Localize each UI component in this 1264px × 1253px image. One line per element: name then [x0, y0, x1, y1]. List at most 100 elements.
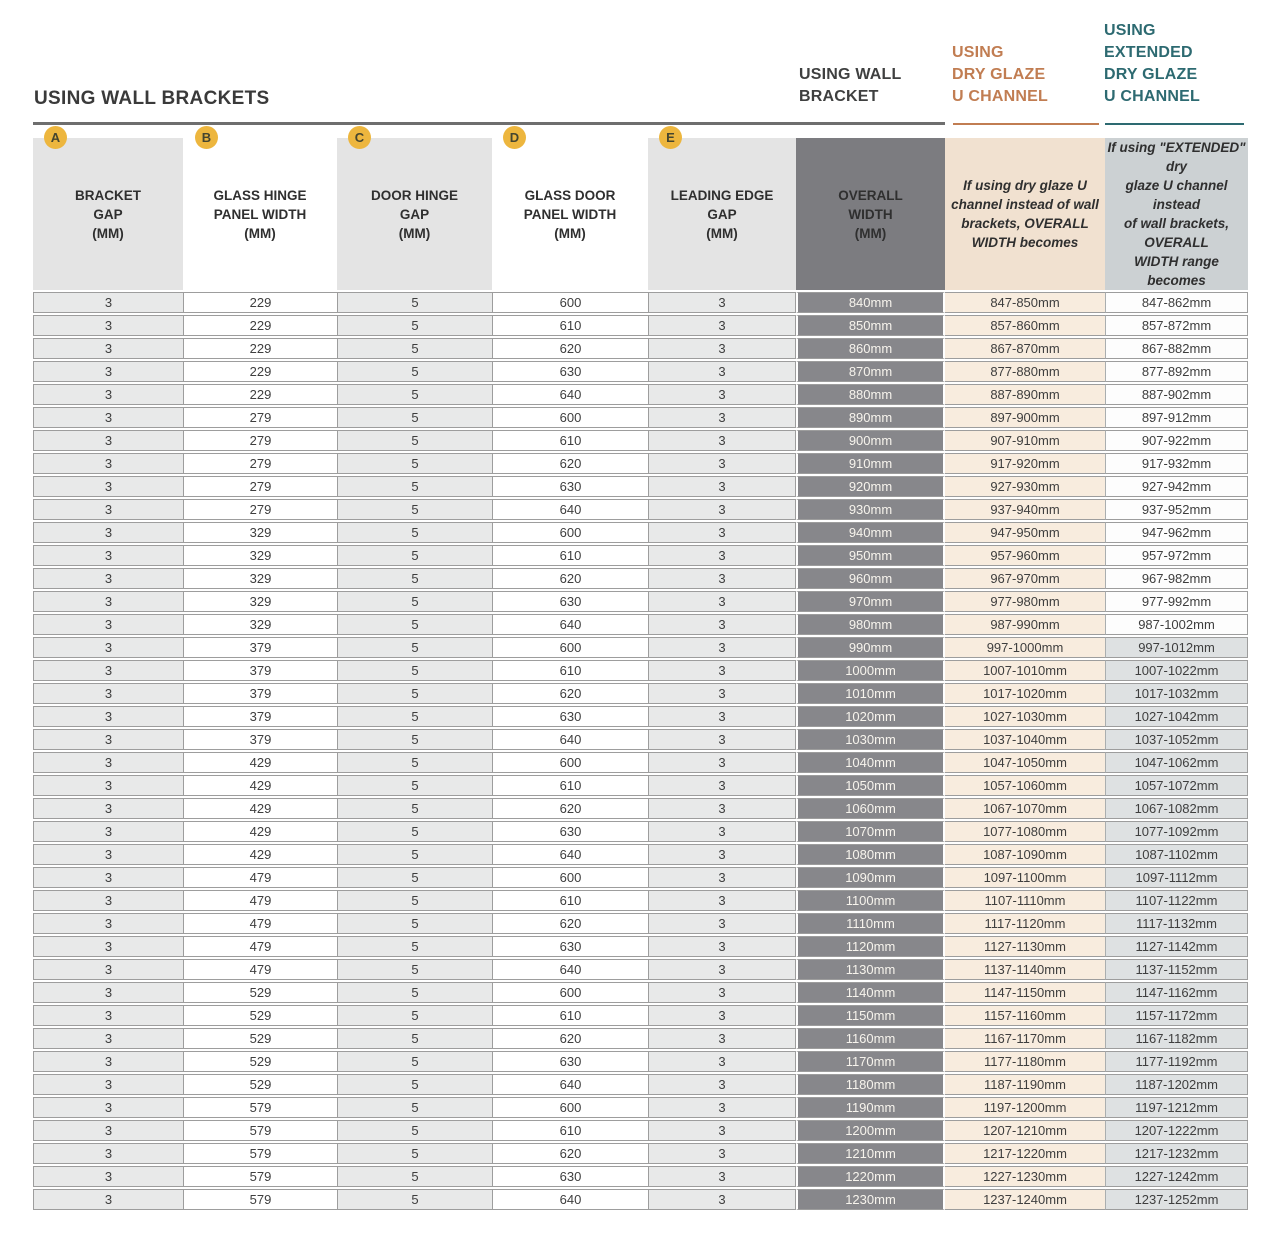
door-hinge-gap-cell: 5 [337, 752, 492, 773]
bracket-gap-cell: 3 [33, 844, 183, 865]
header-door-hinge-gap: DOOR HINGE GAP (MM) [337, 138, 492, 290]
door-hinge-gap-cell: 5 [337, 637, 492, 658]
overall-width-cell: 1030mm [796, 729, 945, 750]
dry-glaze-width-cell: 1107-1110mm [945, 890, 1105, 911]
glass-hinge-panel-width-cell: 229 [183, 361, 337, 382]
extended-dry-glaze-width-cell: 1047-1062mm [1105, 752, 1248, 773]
dry-glaze-width-cell: 1167-1170mm [945, 1028, 1105, 1049]
leading-edge-gap-cell: 3 [648, 1051, 796, 1072]
extended-dry-glaze-width-cell: 1167-1182mm [1105, 1028, 1248, 1049]
table-row: 3 329 5 630 3 970mm 977-980mm 977-992mm [33, 591, 1248, 612]
overall-width-cell: 990mm [796, 637, 945, 658]
overall-width-cell: 1150mm [796, 1005, 945, 1026]
door-hinge-gap-cell: 5 [337, 453, 492, 474]
overall-width-cell: 1180mm [796, 1074, 945, 1095]
glass-door-panel-width-cell: 610 [492, 430, 648, 451]
table-row: 3 529 5 620 3 1160mm 1167-1170mm 1167-1182mm [33, 1028, 1248, 1049]
glass-hinge-panel-width-cell: 429 [183, 775, 337, 796]
table-row: 3 429 5 630 3 1070mm 1077-1080mm 1077-1092mm [33, 821, 1248, 842]
leading-edge-gap-cell: 3 [648, 407, 796, 428]
dry-glaze-width-cell: 917-920mm [945, 453, 1105, 474]
door-hinge-gap-cell: 5 [337, 913, 492, 934]
overall-width-cell: 1130mm [796, 959, 945, 980]
column-badge-c: C [348, 126, 371, 149]
leading-edge-gap-cell: 3 [648, 1166, 796, 1187]
leading-edge-gap-cell: 3 [648, 315, 796, 336]
table-row: 3 229 5 640 3 880mm 887-890mm 887-902mm [33, 384, 1248, 405]
extended-dry-glaze-width-cell: 937-952mm [1105, 499, 1248, 520]
dry-glaze-width-cell: 847-850mm [945, 292, 1105, 313]
glass-door-panel-width-cell: 620 [492, 683, 648, 704]
leading-edge-gap-cell: 3 [648, 338, 796, 359]
leading-edge-gap-cell: 3 [648, 913, 796, 934]
leading-edge-gap-cell: 3 [648, 844, 796, 865]
bracket-gap-cell: 3 [33, 982, 183, 1003]
glass-door-panel-width-cell: 630 [492, 821, 648, 842]
glass-door-panel-width-cell: 600 [492, 407, 648, 428]
door-hinge-gap-cell: 5 [337, 982, 492, 1003]
door-hinge-gap-cell: 5 [337, 1143, 492, 1164]
dry-glaze-width-cell: 897-900mm [945, 407, 1105, 428]
table-row: 3 529 5 600 3 1140mm 1147-1150mm 1147-1162mm [33, 982, 1248, 1003]
column-badge-e: E [659, 126, 682, 149]
bracket-gap-cell: 3 [33, 1028, 183, 1049]
extended-dry-glaze-width-cell: 877-892mm [1105, 361, 1248, 382]
glass-door-panel-width-cell: 630 [492, 361, 648, 382]
overall-width-cell: 970mm [796, 591, 945, 612]
table-row: 3 279 5 610 3 900mm 907-910mm 907-922mm [33, 430, 1248, 451]
extended-dry-glaze-width-cell: 1197-1212mm [1105, 1097, 1248, 1118]
door-hinge-gap-cell: 5 [337, 775, 492, 796]
dry-glaze-width-cell: 877-880mm [945, 361, 1105, 382]
header-bracket-gap: BRACKET GAP (MM) [33, 138, 183, 290]
door-hinge-gap-cell: 5 [337, 890, 492, 911]
table-row: 3 379 5 630 3 1020mm 1027-1030mm 1027-1042mm [33, 706, 1248, 727]
table-row: 3 329 5 600 3 940mm 947-950mm 947-962mm [33, 522, 1248, 543]
glass-hinge-panel-width-cell: 479 [183, 913, 337, 934]
group-header-extended-dry-glaze: USING EXTENDED DRY GLAZE U CHANNEL [1104, 22, 1201, 105]
door-hinge-gap-cell: 5 [337, 660, 492, 681]
table-row: 3 379 5 610 3 1000mm 1007-1010mm 1007-1022mm [33, 660, 1248, 681]
table-row: 3 229 5 630 3 870mm 877-880mm 877-892mm [33, 361, 1248, 382]
bracket-gap-cell: 3 [33, 292, 183, 313]
door-hinge-gap-cell: 5 [337, 338, 492, 359]
bracket-gap-cell: 3 [33, 591, 183, 612]
glass-hinge-panel-width-cell: 329 [183, 522, 337, 543]
bracket-gap-cell: 3 [33, 1143, 183, 1164]
extended-dry-glaze-width-cell: 997-1012mm [1105, 637, 1248, 658]
table-row: 3 379 5 620 3 1010mm 1017-1020mm 1017-1032mm [33, 683, 1248, 704]
dry-glaze-width-cell: 1087-1090mm [945, 844, 1105, 865]
door-hinge-gap-cell: 5 [337, 729, 492, 750]
overall-width-cell: 880mm [796, 384, 945, 405]
glass-hinge-panel-width-cell: 379 [183, 706, 337, 727]
extended-dry-glaze-width-cell: 897-912mm [1105, 407, 1248, 428]
dry-glaze-width-cell: 1147-1150mm [945, 982, 1105, 1003]
leading-edge-gap-cell: 3 [648, 614, 796, 635]
door-hinge-gap-cell: 5 [337, 1166, 492, 1187]
leading-edge-gap-cell: 3 [648, 591, 796, 612]
dry-glaze-width-cell: 1217-1220mm [945, 1143, 1105, 1164]
dry-glaze-width-cell: 957-960mm [945, 545, 1105, 566]
glass-hinge-panel-width-cell: 279 [183, 476, 337, 497]
door-hinge-gap-cell: 5 [337, 315, 492, 336]
leading-edge-gap-cell: 3 [648, 1097, 796, 1118]
overall-width-cell: 900mm [796, 430, 945, 451]
dry-glaze-width-cell: 1227-1230mm [945, 1166, 1105, 1187]
dry-glaze-width-cell: 977-980mm [945, 591, 1105, 612]
door-hinge-gap-cell: 5 [337, 821, 492, 842]
glass-door-panel-width-cell: 610 [492, 315, 648, 336]
extended-dry-glaze-width-cell: 1097-1112mm [1105, 867, 1248, 888]
overall-width-cell: 1050mm [796, 775, 945, 796]
overall-width-cell: 940mm [796, 522, 945, 543]
door-hinge-gap-cell: 5 [337, 407, 492, 428]
glass-door-panel-width-cell: 640 [492, 1189, 648, 1210]
table-row: 3 229 5 620 3 860mm 867-870mm 867-882mm [33, 338, 1248, 359]
door-hinge-gap-cell: 5 [337, 1051, 492, 1072]
dry-glaze-width-cell: 1187-1190mm [945, 1074, 1105, 1095]
table-row: 3 579 5 630 3 1220mm 1227-1230mm 1227-1242mm [33, 1166, 1248, 1187]
bracket-gap-cell: 3 [33, 614, 183, 635]
extended-dry-glaze-width-cell: 1117-1132mm [1105, 913, 1248, 934]
door-hinge-gap-cell: 5 [337, 936, 492, 957]
table-row: 3 479 5 610 3 1100mm 1107-1110mm 1107-1122mm [33, 890, 1248, 911]
table-row: 3 379 5 640 3 1030mm 1037-1040mm 1037-1052mm [33, 729, 1248, 750]
glass-door-panel-width-cell: 610 [492, 660, 648, 681]
